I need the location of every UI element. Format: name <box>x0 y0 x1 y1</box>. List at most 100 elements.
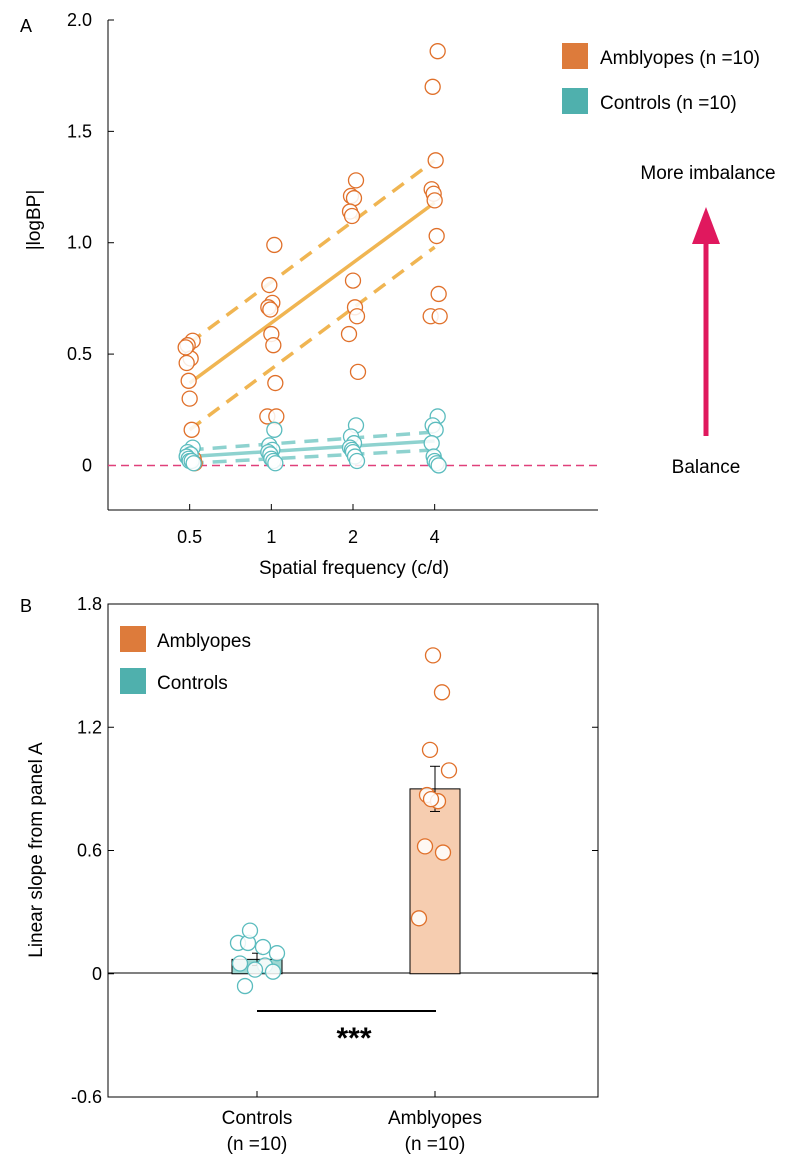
data-point <box>185 455 202 472</box>
data-point <box>427 152 444 169</box>
data-point <box>440 762 458 779</box>
imbalance-arrow-head <box>692 207 720 244</box>
panel-a-x-ticks: 0.5 1 2 4 <box>177 504 440 547</box>
panel-a-fit-lines <box>188 158 436 465</box>
data-point <box>434 844 452 861</box>
y-tick-label: 1.8 <box>77 594 102 614</box>
panel-b: B -0.6 0 0.6 1.2 1.8 Controls (n =10) Amblyope… <box>20 594 599 1155</box>
data-point <box>340 325 358 343</box>
data-point <box>261 276 278 294</box>
data-point <box>268 945 286 962</box>
y-tick-label: 0.5 <box>67 344 92 364</box>
fit-line <box>189 439 435 459</box>
data-point <box>424 78 441 95</box>
data-point <box>426 192 443 209</box>
data-point <box>262 301 279 318</box>
data-point <box>231 955 249 972</box>
data-point <box>178 354 195 372</box>
data-point <box>423 435 440 452</box>
panel-a-letter: A <box>20 16 32 36</box>
data-point <box>348 308 366 325</box>
data-point <box>254 938 272 956</box>
y-tick-label: 0 <box>82 455 92 475</box>
legend-amblyopes-swatch <box>562 43 588 69</box>
data-point <box>183 421 200 438</box>
data-point <box>268 408 285 425</box>
balance-annotation: Balance <box>672 457 741 478</box>
data-point <box>246 961 264 978</box>
data-point <box>264 963 282 980</box>
y-tick-label: -0.6 <box>71 1087 102 1107</box>
data-point <box>431 308 448 325</box>
panel-b-y-ticks: -0.6 0 0.6 1.2 1.8 <box>71 594 598 1107</box>
data-point <box>430 285 447 303</box>
panel-b-x-ticks: Controls (n =10) Amblyopes (n =10) <box>222 1091 482 1155</box>
legend-b-controls-label: Controls <box>157 673 228 694</box>
panel-a: A 0 0.5 1.0 1.5 2.0 0.5 1 2 4 |logBP| Spatial f… <box>20 10 776 579</box>
ci-upper-line <box>188 158 436 345</box>
data-point <box>424 647 442 664</box>
legend-b-controls-swatch <box>120 668 146 694</box>
ci-upper-line <box>189 430 435 452</box>
data-point <box>343 207 361 225</box>
data-point <box>267 374 284 392</box>
data-point <box>241 922 259 939</box>
data-point <box>348 452 366 470</box>
data-point <box>347 172 365 189</box>
data-point <box>177 339 194 356</box>
data-point <box>344 272 362 289</box>
panel-a-y-label: |logBP| <box>24 190 45 251</box>
data-point <box>267 455 284 472</box>
ci-lower-line <box>189 448 435 465</box>
data-point <box>422 790 440 808</box>
data-point <box>180 372 197 389</box>
y-tick-label: 1.0 <box>67 233 92 253</box>
x-tick-label: 0.5 <box>177 527 202 547</box>
legend-controls-swatch <box>562 88 588 114</box>
legend-b-amblyopes-label: Amblyopes <box>157 631 251 652</box>
data-point <box>416 838 434 855</box>
panel-b-y-label: Linear slope from panel A <box>26 742 47 958</box>
legend-controls-label: Controls (n =10) <box>600 93 737 114</box>
data-point <box>410 910 428 927</box>
panel-a-x-label: Spatial frequency (c/d) <box>259 558 449 579</box>
y-tick-label: 0.6 <box>77 841 102 861</box>
panel-b-legend: Amblyopes Controls <box>120 626 251 694</box>
data-point <box>349 363 367 381</box>
category-sublabel: (n =10) <box>227 1134 288 1155</box>
data-point <box>430 457 447 474</box>
data-point <box>429 43 446 60</box>
y-tick-label: 0 <box>92 964 102 984</box>
x-tick-label: 4 <box>430 527 440 547</box>
data-point <box>433 684 451 701</box>
data-point <box>181 390 198 407</box>
category-label: Controls <box>222 1108 293 1129</box>
x-tick-label: 2 <box>348 527 358 547</box>
data-point <box>236 977 254 995</box>
more-imbalance-annotation: More imbalance <box>640 163 775 184</box>
y-tick-label: 1.5 <box>67 121 92 141</box>
y-tick-label: 1.2 <box>77 717 102 737</box>
data-point <box>428 227 445 245</box>
panel-a-legend: Amblyopes (n =10) Controls (n =10) <box>562 43 760 114</box>
category-label: Amblyopes <box>388 1108 482 1129</box>
panel-b-letter: B <box>20 596 32 616</box>
bar <box>409 788 461 975</box>
panel-a-y-ticks: 0 0.5 1.0 1.5 2.0 <box>67 10 114 475</box>
data-point <box>266 421 283 438</box>
panel-b-points <box>229 647 458 995</box>
panel-a-points <box>177 43 448 474</box>
legend-amblyopes-label: Amblyopes (n =10) <box>600 48 760 69</box>
category-sublabel: (n =10) <box>405 1134 466 1155</box>
significance-stars: *** <box>336 1022 371 1055</box>
fit-line <box>188 201 436 385</box>
x-tick-label: 1 <box>266 527 276 547</box>
data-point <box>427 421 444 438</box>
data-point <box>421 741 439 758</box>
legend-b-amblyopes-swatch <box>120 626 146 652</box>
data-point <box>345 190 363 207</box>
data-point <box>265 337 282 354</box>
y-tick-label: 2.0 <box>67 10 92 30</box>
ci-lower-line <box>188 245 436 432</box>
